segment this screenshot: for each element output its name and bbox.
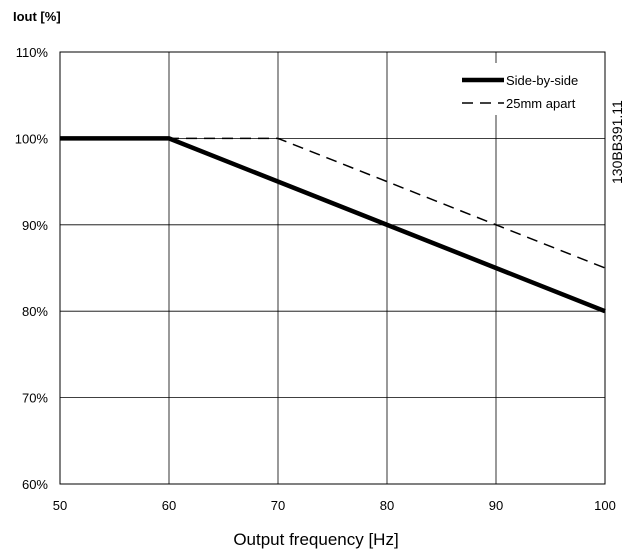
legend-background xyxy=(452,63,596,115)
grid-lines xyxy=(59,51,606,485)
legend-label: Side-by-side xyxy=(506,73,578,88)
figure-code-annotation: 130BB391.11 xyxy=(609,100,625,184)
y-axis-label: Iout [%] xyxy=(13,9,61,24)
svg-text:130BB391.11: 130BB391.11 xyxy=(609,100,625,184)
y-tick-labels: 60% 70% 80% 90% 100% 110% xyxy=(15,45,49,492)
x-tick-label: 100 xyxy=(594,498,616,513)
y-tick-label: 80% xyxy=(22,304,48,319)
y-tick-label: 70% xyxy=(22,391,48,406)
x-tick-label: 80 xyxy=(380,498,394,513)
legend: Side-by-side 25mm apart xyxy=(452,63,596,115)
x-tick-label: 60 xyxy=(162,498,176,513)
x-tick-labels: 50 60 70 80 90 100 xyxy=(53,498,616,513)
series-line-25mm-apart xyxy=(60,137,606,269)
y-tick-label: 110% xyxy=(16,45,49,60)
y-tick-label: 100% xyxy=(15,131,49,146)
y-tick-label: 60% xyxy=(22,477,48,492)
plot-frame xyxy=(59,51,606,485)
plot-border xyxy=(59,51,606,485)
x-tick-label: 90 xyxy=(489,498,503,513)
series-lines xyxy=(60,136,606,314)
legend-label: 25mm apart xyxy=(506,96,576,111)
x-axis-label: Output frequency [Hz] xyxy=(233,530,399,549)
x-tick-label: 50 xyxy=(53,498,67,513)
y-tick-label: 90% xyxy=(22,218,48,233)
x-tick-label: 70 xyxy=(271,498,285,513)
